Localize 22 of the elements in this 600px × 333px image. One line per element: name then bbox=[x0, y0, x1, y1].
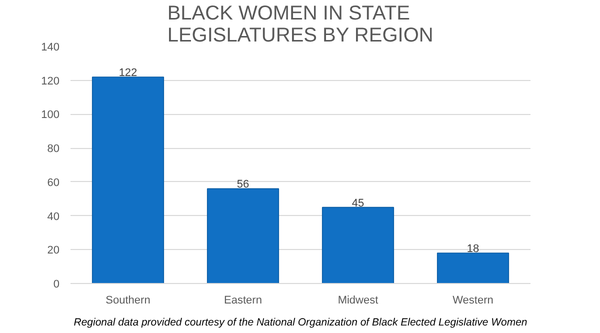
data-label: 122 bbox=[118, 66, 138, 79]
y-tick-label: 140 bbox=[41, 42, 60, 54]
y-tick-label: 80 bbox=[47, 143, 60, 156]
x-tick-label: Western bbox=[452, 294, 494, 306]
bar bbox=[322, 206, 394, 284]
y-tick-label: 0 bbox=[53, 278, 60, 290]
data-label: 45 bbox=[352, 197, 364, 210]
y-tick-label: 40 bbox=[47, 210, 60, 223]
bar bbox=[206, 188, 280, 284]
y-tick-label: 20 bbox=[47, 244, 60, 257]
bar bbox=[436, 252, 510, 284]
chart-title: BLACK WOMEN IN STATE LEGISLATURES BY REGION bbox=[167, 2, 434, 46]
data-label: 18 bbox=[466, 243, 480, 256]
bar bbox=[92, 76, 164, 284]
x-tick-label: Eastern bbox=[224, 294, 262, 306]
x-tick-label: Midwest bbox=[338, 294, 378, 306]
text: Regional data provided courtesy of the National Organization of Black Elected Legislative Women bbox=[74, 316, 528, 328]
data-label: 56 bbox=[236, 178, 250, 191]
y-tick-label: 120 bbox=[41, 75, 60, 88]
y-tick-label: 100 bbox=[41, 109, 60, 122]
x-tick-label: Southern bbox=[106, 294, 150, 306]
y-tick-label: 60 bbox=[47, 176, 60, 189]
